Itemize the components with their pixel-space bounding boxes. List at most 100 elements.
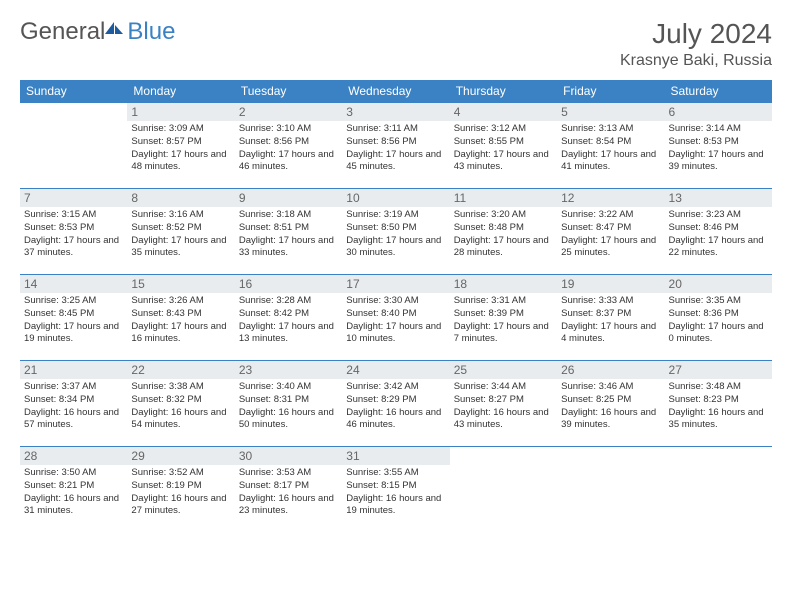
day-number: 3	[342, 103, 449, 121]
calendar-table: SundayMondayTuesdayWednesdayThursdayFrid…	[20, 80, 772, 533]
calendar-day-cell: 28Sunrise: 3:50 AMSunset: 8:21 PMDayligh…	[20, 447, 127, 533]
calendar-day-cell: 4Sunrise: 3:12 AMSunset: 8:55 PMDaylight…	[450, 103, 557, 189]
day-details: Sunrise: 3:33 AMSunset: 8:37 PMDaylight:…	[557, 293, 664, 348]
day-details: Sunrise: 3:14 AMSunset: 8:53 PMDaylight:…	[665, 121, 772, 176]
calendar-day-cell: 13Sunrise: 3:23 AMSunset: 8:46 PMDayligh…	[665, 189, 772, 275]
calendar-empty-cell	[665, 447, 772, 533]
calendar-day-cell: 19Sunrise: 3:33 AMSunset: 8:37 PMDayligh…	[557, 275, 664, 361]
calendar-day-cell: 30Sunrise: 3:53 AMSunset: 8:17 PMDayligh…	[235, 447, 342, 533]
day-details: Sunrise: 3:19 AMSunset: 8:50 PMDaylight:…	[342, 207, 449, 262]
day-number: 30	[235, 447, 342, 465]
day-details: Sunrise: 3:11 AMSunset: 8:56 PMDaylight:…	[342, 121, 449, 176]
day-number: 27	[665, 361, 772, 379]
day-details: Sunrise: 3:15 AMSunset: 8:53 PMDaylight:…	[20, 207, 127, 262]
day-details: Sunrise: 3:48 AMSunset: 8:23 PMDaylight:…	[665, 379, 772, 434]
calendar-week-row: 21Sunrise: 3:37 AMSunset: 8:34 PMDayligh…	[20, 361, 772, 447]
header: General Blue July 2024 Krasnye Baki, Rus…	[20, 18, 772, 70]
calendar-day-cell: 24Sunrise: 3:42 AMSunset: 8:29 PMDayligh…	[342, 361, 449, 447]
calendar-day-cell: 14Sunrise: 3:25 AMSunset: 8:45 PMDayligh…	[20, 275, 127, 361]
day-number: 10	[342, 189, 449, 207]
location: Krasnye Baki, Russia	[620, 52, 772, 70]
calendar-day-cell: 5Sunrise: 3:13 AMSunset: 8:54 PMDaylight…	[557, 103, 664, 189]
calendar-day-cell: 7Sunrise: 3:15 AMSunset: 8:53 PMDaylight…	[20, 189, 127, 275]
calendar-day-cell: 9Sunrise: 3:18 AMSunset: 8:51 PMDaylight…	[235, 189, 342, 275]
day-number: 23	[235, 361, 342, 379]
calendar-day-cell: 23Sunrise: 3:40 AMSunset: 8:31 PMDayligh…	[235, 361, 342, 447]
day-details: Sunrise: 3:53 AMSunset: 8:17 PMDaylight:…	[235, 465, 342, 520]
day-details: Sunrise: 3:20 AMSunset: 8:48 PMDaylight:…	[450, 207, 557, 262]
weekday-header: Wednesday	[342, 80, 449, 103]
day-details: Sunrise: 3:09 AMSunset: 8:57 PMDaylight:…	[127, 121, 234, 176]
day-details: Sunrise: 3:42 AMSunset: 8:29 PMDaylight:…	[342, 379, 449, 434]
weekday-header: Saturday	[665, 80, 772, 103]
day-number: 8	[127, 189, 234, 207]
title-block: July 2024 Krasnye Baki, Russia	[620, 18, 772, 70]
calendar-day-cell: 27Sunrise: 3:48 AMSunset: 8:23 PMDayligh…	[665, 361, 772, 447]
calendar-week-row: 1Sunrise: 3:09 AMSunset: 8:57 PMDaylight…	[20, 103, 772, 189]
day-details: Sunrise: 3:23 AMSunset: 8:46 PMDaylight:…	[665, 207, 772, 262]
day-details: Sunrise: 3:28 AMSunset: 8:42 PMDaylight:…	[235, 293, 342, 348]
calendar-body: 1Sunrise: 3:09 AMSunset: 8:57 PMDaylight…	[20, 103, 772, 533]
day-number: 31	[342, 447, 449, 465]
day-details: Sunrise: 3:35 AMSunset: 8:36 PMDaylight:…	[665, 293, 772, 348]
weekday-header: Sunday	[20, 80, 127, 103]
calendar-day-cell: 18Sunrise: 3:31 AMSunset: 8:39 PMDayligh…	[450, 275, 557, 361]
day-number: 14	[20, 275, 127, 293]
day-details: Sunrise: 3:52 AMSunset: 8:19 PMDaylight:…	[127, 465, 234, 520]
calendar-day-cell: 29Sunrise: 3:52 AMSunset: 8:19 PMDayligh…	[127, 447, 234, 533]
day-details: Sunrise: 3:46 AMSunset: 8:25 PMDaylight:…	[557, 379, 664, 434]
day-number: 7	[20, 189, 127, 207]
day-number: 11	[450, 189, 557, 207]
day-details: Sunrise: 3:13 AMSunset: 8:54 PMDaylight:…	[557, 121, 664, 176]
day-number: 9	[235, 189, 342, 207]
calendar-day-cell: 15Sunrise: 3:26 AMSunset: 8:43 PMDayligh…	[127, 275, 234, 361]
day-details: Sunrise: 3:25 AMSunset: 8:45 PMDaylight:…	[20, 293, 127, 348]
calendar-day-cell: 3Sunrise: 3:11 AMSunset: 8:56 PMDaylight…	[342, 103, 449, 189]
calendar-day-cell: 11Sunrise: 3:20 AMSunset: 8:48 PMDayligh…	[450, 189, 557, 275]
day-details: Sunrise: 3:31 AMSunset: 8:39 PMDaylight:…	[450, 293, 557, 348]
calendar-week-row: 28Sunrise: 3:50 AMSunset: 8:21 PMDayligh…	[20, 447, 772, 533]
logo-text-general: General	[20, 18, 105, 46]
day-number: 21	[20, 361, 127, 379]
day-number: 16	[235, 275, 342, 293]
day-details: Sunrise: 3:26 AMSunset: 8:43 PMDaylight:…	[127, 293, 234, 348]
calendar-empty-cell	[557, 447, 664, 533]
calendar-day-cell: 21Sunrise: 3:37 AMSunset: 8:34 PMDayligh…	[20, 361, 127, 447]
weekday-header: Friday	[557, 80, 664, 103]
day-number: 13	[665, 189, 772, 207]
calendar-day-cell: 26Sunrise: 3:46 AMSunset: 8:25 PMDayligh…	[557, 361, 664, 447]
calendar-day-cell: 22Sunrise: 3:38 AMSunset: 8:32 PMDayligh…	[127, 361, 234, 447]
calendar-day-cell: 6Sunrise: 3:14 AMSunset: 8:53 PMDaylight…	[665, 103, 772, 189]
day-details: Sunrise: 3:10 AMSunset: 8:56 PMDaylight:…	[235, 121, 342, 176]
calendar-week-row: 7Sunrise: 3:15 AMSunset: 8:53 PMDaylight…	[20, 189, 772, 275]
calendar-day-cell: 1Sunrise: 3:09 AMSunset: 8:57 PMDaylight…	[127, 103, 234, 189]
calendar-day-cell: 25Sunrise: 3:44 AMSunset: 8:27 PMDayligh…	[450, 361, 557, 447]
day-number: 15	[127, 275, 234, 293]
day-number: 20	[665, 275, 772, 293]
calendar-day-cell: 12Sunrise: 3:22 AMSunset: 8:47 PMDayligh…	[557, 189, 664, 275]
logo-triangle-icon	[105, 20, 125, 41]
calendar-day-cell: 16Sunrise: 3:28 AMSunset: 8:42 PMDayligh…	[235, 275, 342, 361]
weekday-header: Monday	[127, 80, 234, 103]
calendar-week-row: 14Sunrise: 3:25 AMSunset: 8:45 PMDayligh…	[20, 275, 772, 361]
weekday-header: Thursday	[450, 80, 557, 103]
calendar-day-cell: 31Sunrise: 3:55 AMSunset: 8:15 PMDayligh…	[342, 447, 449, 533]
day-details: Sunrise: 3:16 AMSunset: 8:52 PMDaylight:…	[127, 207, 234, 262]
day-details: Sunrise: 3:44 AMSunset: 8:27 PMDaylight:…	[450, 379, 557, 434]
calendar-day-cell: 10Sunrise: 3:19 AMSunset: 8:50 PMDayligh…	[342, 189, 449, 275]
day-number: 22	[127, 361, 234, 379]
day-number: 5	[557, 103, 664, 121]
day-number: 25	[450, 361, 557, 379]
day-details: Sunrise: 3:18 AMSunset: 8:51 PMDaylight:…	[235, 207, 342, 262]
logo: General Blue	[20, 18, 175, 46]
day-number: 26	[557, 361, 664, 379]
weekday-header-row: SundayMondayTuesdayWednesdayThursdayFrid…	[20, 80, 772, 103]
weekday-header: Tuesday	[235, 80, 342, 103]
day-details: Sunrise: 3:50 AMSunset: 8:21 PMDaylight:…	[20, 465, 127, 520]
day-number: 19	[557, 275, 664, 293]
logo-text-blue: Blue	[127, 18, 175, 46]
month-title: July 2024	[620, 18, 772, 50]
day-number: 18	[450, 275, 557, 293]
day-number: 28	[20, 447, 127, 465]
calendar-day-cell: 8Sunrise: 3:16 AMSunset: 8:52 PMDaylight…	[127, 189, 234, 275]
